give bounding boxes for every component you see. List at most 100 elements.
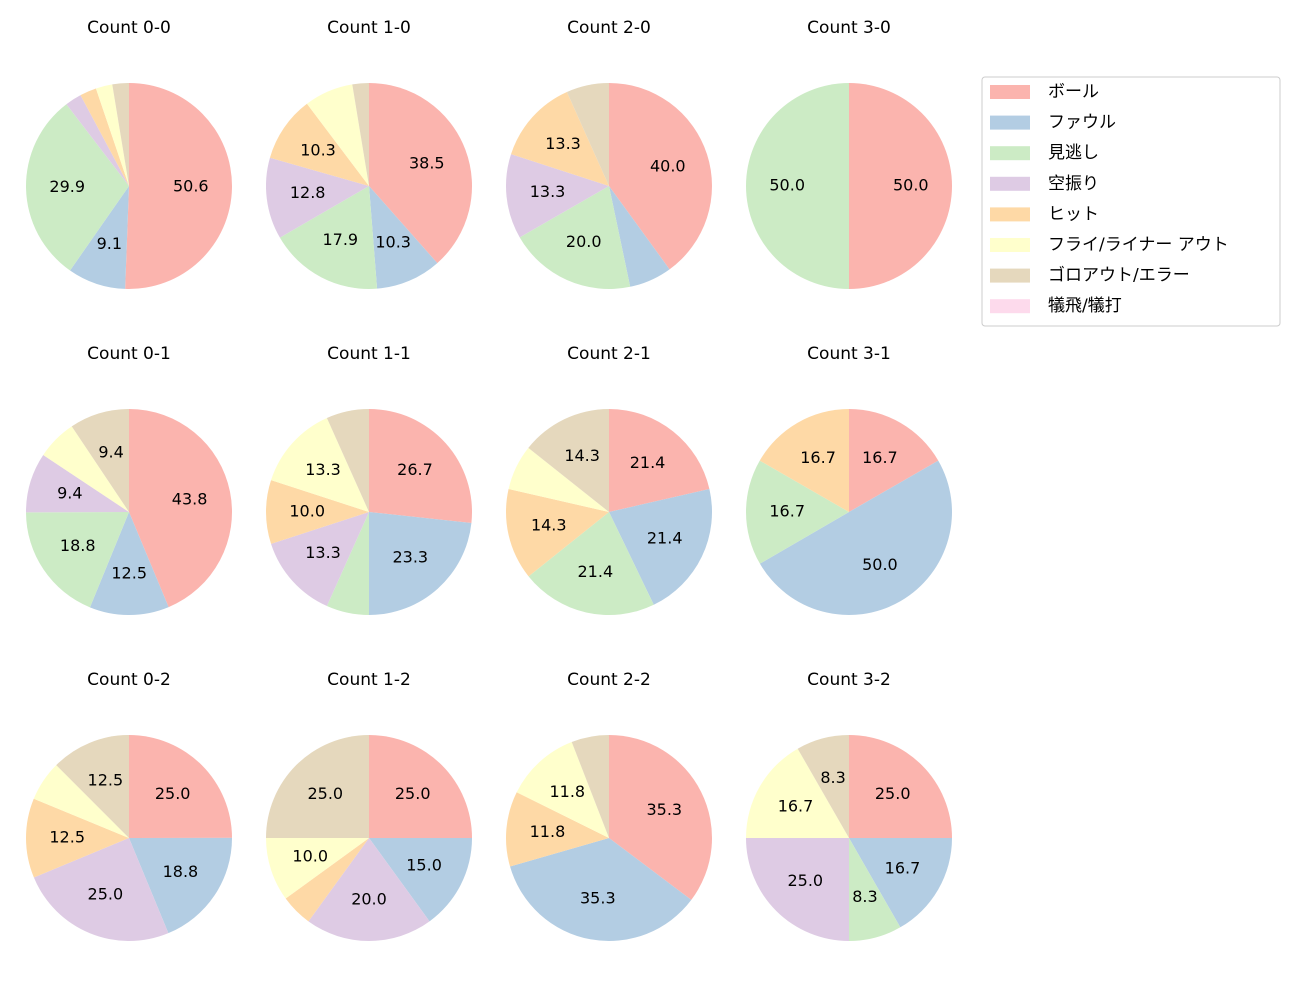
- pie-slice: [759, 409, 849, 512]
- legend-label: ファウル: [1048, 113, 1116, 133]
- value-label: 10.0: [289, 502, 325, 521]
- pie-slice: [849, 838, 901, 941]
- pie-slice: [80, 88, 129, 186]
- value-label: 11.8: [530, 822, 566, 841]
- pie-slice: [506, 489, 609, 577]
- pie-slice: [129, 735, 232, 838]
- pie-slice: [26, 512, 130, 608]
- value-label: 14.3: [531, 515, 567, 534]
- pie-slice: [506, 792, 609, 867]
- pie-slice: [609, 186, 670, 287]
- pie-slice: [510, 838, 692, 942]
- pie-slice: [326, 409, 369, 512]
- value-label: 12.5: [88, 770, 124, 789]
- value-label: 21.4: [630, 453, 666, 472]
- value-label: 40.0: [650, 156, 686, 175]
- pie-slice: [369, 409, 472, 523]
- value-label: 25.0: [875, 784, 911, 803]
- value-label: 9.4: [98, 442, 123, 461]
- legend-label: 空振り: [1048, 174, 1099, 194]
- value-label: 13.3: [305, 543, 341, 562]
- legend-swatch: [990, 268, 1030, 283]
- value-label: 25.0: [307, 784, 343, 803]
- value-label: 9.4: [57, 484, 82, 503]
- value-label: 8.3: [852, 887, 877, 906]
- pie-slice: [33, 838, 169, 942]
- value-label: 43.8: [172, 489, 208, 508]
- value-label: 16.7: [769, 502, 805, 521]
- legend-swatch: [990, 115, 1030, 130]
- pie-title: Count 0-0: [87, 18, 171, 38]
- pie-slice: [129, 409, 232, 608]
- pie-slice: [746, 460, 849, 564]
- value-label: 18.8: [60, 536, 96, 555]
- pie-slice: [571, 735, 609, 838]
- pie-slice: [609, 83, 713, 270]
- value-label: 10.0: [292, 847, 328, 866]
- pie-title: Count 3-2: [807, 670, 891, 690]
- pie-slice: [43, 426, 129, 512]
- pie-slice: [508, 447, 609, 512]
- legend-swatch: [990, 85, 1030, 99]
- value-label: 25.0: [88, 885, 124, 904]
- pie-slice: [308, 838, 430, 941]
- pie-title: Count 2-2: [567, 670, 651, 690]
- value-label: 17.9: [322, 230, 358, 249]
- value-label: 13.3: [305, 460, 341, 479]
- pie-slice: [112, 83, 129, 186]
- pie-slice: [566, 83, 609, 186]
- pie-slice: [95, 84, 129, 186]
- pie-slice: [352, 83, 369, 186]
- pie-slice: [746, 83, 849, 289]
- value-label: 16.7: [778, 797, 814, 816]
- pie-slice: [25, 798, 129, 878]
- pie-slice: [369, 83, 472, 264]
- value-label: 20.0: [351, 889, 387, 908]
- value-label: 35.3: [580, 888, 616, 907]
- pie-slice: [129, 837, 232, 934]
- value-label: 25.0: [395, 784, 431, 803]
- value-label: 13.3: [545, 134, 581, 153]
- pie-title: Count 3-1: [807, 344, 891, 364]
- pie-slice: [519, 186, 631, 289]
- legend-label: ゴロアウト/エラー: [1048, 265, 1190, 286]
- pie-slice: [125, 83, 232, 289]
- pie-title: Count 0-2: [87, 670, 171, 690]
- pie-title: Count 0-1: [87, 344, 171, 364]
- pie-slice: [25, 455, 129, 513]
- value-label: 50.0: [893, 176, 929, 195]
- pie-slice: [759, 460, 952, 615]
- legend-swatch: [990, 238, 1030, 252]
- value-label: 35.3: [646, 800, 682, 819]
- pie-title: Count 3-0: [807, 18, 891, 38]
- pie-slice: [266, 838, 369, 899]
- legend-box: [981, 76, 1281, 327]
- pie-slice: [516, 741, 609, 838]
- value-label: 11.8: [549, 782, 585, 801]
- value-label: 10.3: [300, 141, 336, 160]
- legend-label: ヒット: [1048, 204, 1099, 224]
- value-label: 38.5: [409, 154, 445, 173]
- pie-slice: [849, 838, 952, 928]
- pie-slice: [528, 512, 654, 615]
- pie-title: Count 1-1: [327, 344, 411, 364]
- value-label: 13.3: [530, 182, 566, 201]
- pie-slice: [279, 186, 378, 289]
- value-label: 16.7: [862, 448, 898, 467]
- pie-slice: [369, 512, 472, 615]
- pie-slice: [70, 186, 129, 289]
- value-label: 14.3: [564, 446, 600, 465]
- pie-slice: [849, 735, 952, 838]
- pie-slice: [609, 489, 712, 605]
- pie-slice: [797, 735, 849, 838]
- pie-slice: [306, 84, 369, 186]
- value-label: 50.6: [173, 177, 209, 196]
- legend-label: フライ/ライナー アウト: [1048, 235, 1229, 255]
- pie-title: Count 1-0: [327, 18, 411, 38]
- pie-slice: [609, 735, 712, 900]
- pie-slice: [271, 512, 369, 607]
- pie-slice: [369, 838, 473, 922]
- pie-slice: [285, 838, 369, 922]
